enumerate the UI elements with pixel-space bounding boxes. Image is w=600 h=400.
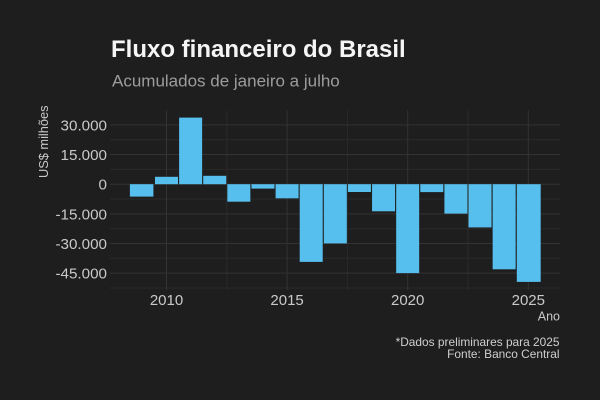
svg-text:2015: 2015 <box>270 292 303 309</box>
svg-text:2020: 2020 <box>391 292 424 309</box>
svg-text:Fonte: Banco Central: Fonte: Banco Central <box>447 347 559 361</box>
svg-text:-45.000: -45.000 <box>55 266 107 283</box>
svg-text:-30.000: -30.000 <box>55 236 107 253</box>
svg-text:Ano: Ano <box>538 309 560 323</box>
svg-text:2010: 2010 <box>150 292 183 309</box>
svg-text:*Dados preliminares para 2025: *Dados preliminares para 2025 <box>396 335 560 349</box>
svg-text:0: 0 <box>99 177 107 194</box>
svg-text:Acumulados de janeiro a julho: Acumulados de janeiro a julho <box>112 71 340 90</box>
svg-text:2025: 2025 <box>512 292 545 309</box>
svg-text:Fluxo financeiro do Brasil: Fluxo financeiro do Brasil <box>111 36 406 63</box>
svg-text:30.000: 30.000 <box>61 117 107 134</box>
svg-text:US$ milhões: US$ milhões <box>36 105 51 178</box>
svg-text:15.000: 15.000 <box>61 147 107 164</box>
svg-text:-15.000: -15.000 <box>55 206 107 223</box>
